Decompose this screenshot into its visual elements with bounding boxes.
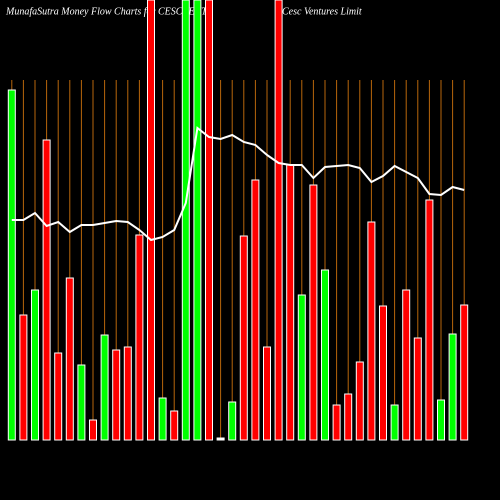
bar [77, 364, 86, 441]
bar [135, 234, 144, 441]
bar [437, 399, 445, 441]
bar [390, 404, 399, 441]
bar [286, 164, 295, 441]
plot [7, 0, 469, 441]
bar [158, 397, 167, 441]
bar [239, 235, 248, 441]
price-line [11, 126, 465, 242]
bar [355, 361, 364, 441]
bar [123, 346, 132, 441]
bar [42, 139, 51, 441]
bar [274, 0, 283, 441]
chart-title: MunafaSutra Money Flow Charts for CESCVE… [5, 6, 208, 17]
bar [297, 294, 306, 441]
bar [460, 304, 469, 441]
bar [100, 334, 109, 441]
bar [448, 333, 457, 441]
bar [31, 289, 39, 441]
bar [193, 0, 202, 441]
bar [413, 337, 422, 441]
bar [65, 277, 74, 441]
bar [228, 401, 237, 441]
bar [321, 269, 329, 441]
bar [205, 0, 213, 441]
bar [309, 184, 318, 441]
bar [332, 404, 341, 441]
bar [112, 349, 121, 441]
bar [402, 289, 411, 441]
bar [251, 179, 260, 441]
bar [263, 346, 271, 441]
bar [367, 221, 376, 441]
bar [216, 437, 225, 441]
bar [344, 393, 353, 441]
bar [181, 0, 190, 441]
chart-subtitle: Cesc Ventures Limit [282, 6, 362, 17]
bar [170, 410, 179, 441]
bar [19, 314, 28, 441]
bar [54, 352, 63, 441]
bar [7, 89, 16, 441]
bar [425, 199, 434, 441]
bar [379, 305, 387, 441]
bar [147, 0, 155, 441]
bar [89, 419, 97, 441]
